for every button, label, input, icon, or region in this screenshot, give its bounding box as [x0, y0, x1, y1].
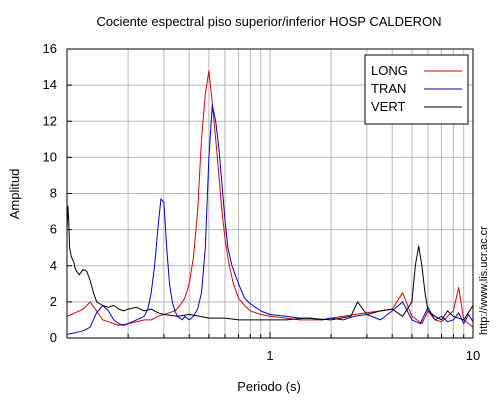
- chart-legend: LONG TRAN VERT: [364, 54, 469, 125]
- chart-title: Cociente espectral piso superior/inferio…: [96, 14, 441, 29]
- y-tick-label: 4: [50, 258, 57, 273]
- legend-label-long: LONG: [371, 63, 408, 78]
- y-tick-label: 10: [43, 149, 57, 164]
- y-tick-label: 12: [43, 113, 57, 128]
- series-vert-line: [66, 205, 474, 321]
- y-tick-label: 0: [50, 330, 57, 345]
- series-tran-line: [66, 104, 474, 335]
- legend-label-vert: VERT: [371, 99, 405, 114]
- y-axis-title: Amplitud: [7, 169, 22, 220]
- x-tick-label: 10: [466, 348, 480, 363]
- y-tick-label: 8: [50, 186, 57, 201]
- y-tick-label: 2: [50, 294, 57, 309]
- y-tick-label: 14: [43, 77, 57, 92]
- source-url-note: http://www.lis.ucr.ac.cr: [478, 226, 490, 335]
- series-long-line: [66, 70, 474, 328]
- plot-area-frame: [66, 48, 474, 339]
- axis-ticks: 0 2 4 6 8 10 12 14 16 1 10: [43, 41, 481, 363]
- x-axis-title: Periodo (s): [237, 379, 301, 394]
- y-tick-label: 6: [50, 222, 57, 237]
- x-tick-label: 1: [266, 348, 273, 363]
- legend-label-tran: TRAN: [371, 81, 406, 96]
- y-tick-label: 16: [43, 41, 57, 56]
- data-series: [66, 70, 474, 335]
